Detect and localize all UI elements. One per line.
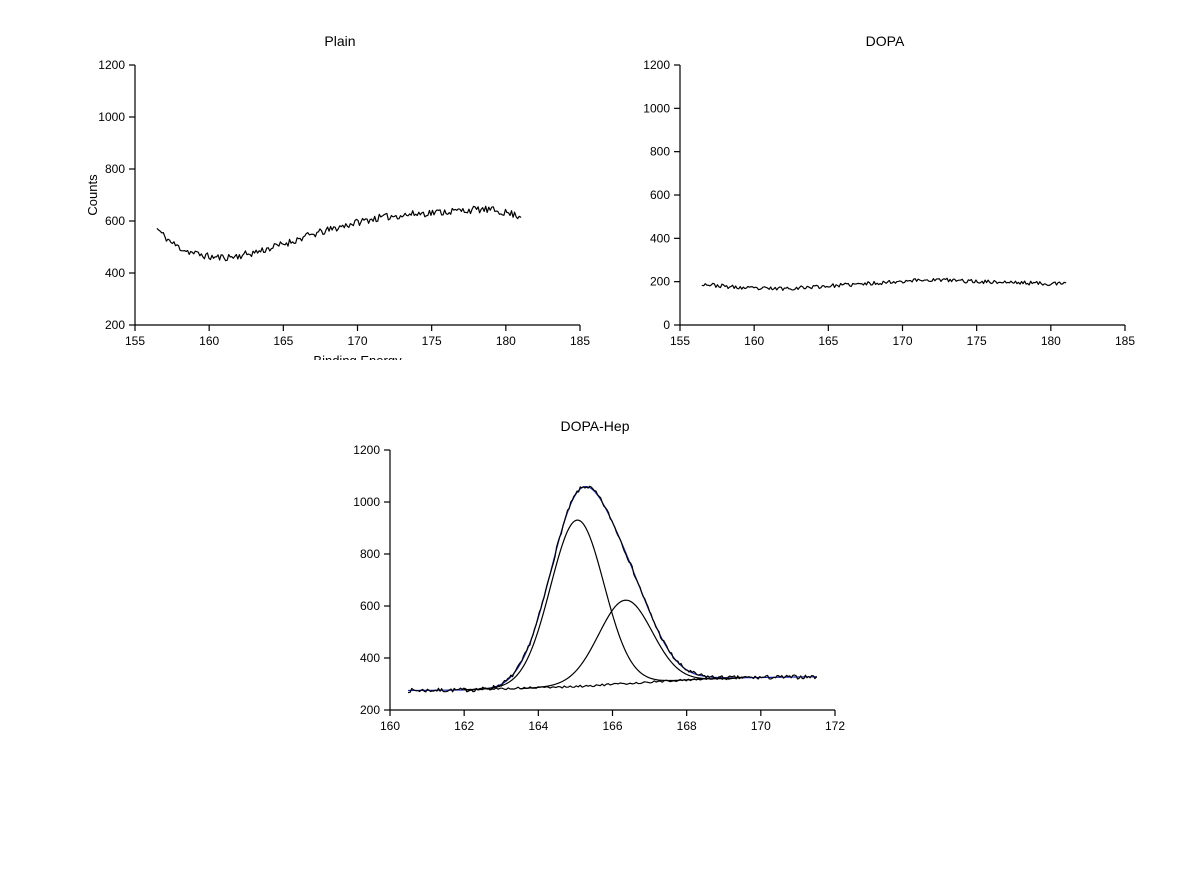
svg-text:800: 800: [360, 547, 380, 561]
chart-svg-dopa-hep: 160 162 164 166 168 170 172 200 400 600 800 1000 120…: [340, 440, 850, 745]
svg-text:180: 180: [1041, 334, 1061, 348]
svg-text:160: 160: [744, 334, 764, 348]
chart-panel-dopa: DOPA 15516016517017518018502004006008001…: [630, 55, 1140, 360]
svg-text:1200: 1200: [98, 58, 125, 72]
page: Plain 1551601651701751801852004006008001…: [0, 0, 1184, 884]
svg-text:165: 165: [273, 334, 293, 348]
svg-text:400: 400: [360, 651, 380, 665]
svg-text:168: 168: [677, 719, 697, 733]
chart-title-dopa: DOPA: [630, 33, 1140, 49]
svg-text:160: 160: [380, 719, 400, 733]
svg-text:200: 200: [105, 318, 125, 332]
svg-text:185: 185: [570, 334, 590, 348]
svg-text:155: 155: [125, 334, 145, 348]
svg-text:155: 155: [670, 334, 690, 348]
svg-text:162: 162: [454, 719, 474, 733]
svg-text:0: 0: [663, 318, 670, 332]
svg-text:600: 600: [360, 599, 380, 613]
svg-text:1200: 1200: [643, 58, 670, 72]
svg-text:1000: 1000: [643, 101, 670, 115]
svg-text:600: 600: [650, 188, 670, 202]
svg-text:800: 800: [105, 162, 125, 176]
svg-text:600: 600: [105, 214, 125, 228]
chart-title-dopa-hep: DOPA-Hep: [340, 418, 850, 434]
svg-text:164: 164: [528, 719, 548, 733]
svg-text:172: 172: [825, 719, 845, 733]
svg-text:Counts: Counts: [85, 174, 100, 216]
chart-svg-plain: 155 160 165 170 175 180 185 200 400 600 800 1000 120…: [85, 55, 595, 360]
chart-svg-dopa: 155 160 165 170 175 180 185 0 200 400 600 800 1000 12…: [630, 55, 1140, 360]
svg-text:170: 170: [892, 334, 912, 348]
svg-text:170: 170: [347, 334, 367, 348]
svg-text:1000: 1000: [98, 110, 125, 124]
svg-text:400: 400: [105, 266, 125, 280]
chart-panel-dopa-hep: DOPA-Hep 1601621641661681701722004006008…: [340, 440, 850, 745]
svg-text:185: 185: [1115, 334, 1135, 348]
svg-text:160: 160: [199, 334, 219, 348]
svg-text:175: 175: [422, 334, 442, 348]
svg-text:1200: 1200: [353, 443, 380, 457]
svg-text:175: 175: [967, 334, 987, 348]
svg-text:1000: 1000: [353, 495, 380, 509]
svg-text:400: 400: [650, 231, 670, 245]
svg-text:165: 165: [818, 334, 838, 348]
svg-text:170: 170: [751, 719, 771, 733]
svg-text:180: 180: [496, 334, 516, 348]
chart-panel-plain: Plain 1551601651701751801852004006008001…: [85, 55, 595, 360]
chart-title-plain: Plain: [85, 33, 595, 49]
svg-text:200: 200: [650, 275, 670, 289]
svg-text:Binding Energy: Binding Energy: [313, 353, 402, 360]
svg-text:200: 200: [360, 703, 380, 717]
svg-text:166: 166: [602, 719, 622, 733]
svg-text:800: 800: [650, 145, 670, 159]
